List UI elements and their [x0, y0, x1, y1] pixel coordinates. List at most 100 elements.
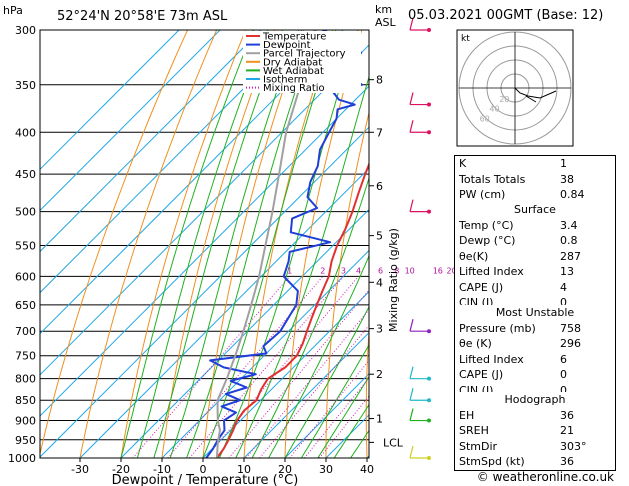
parcel-trajectory-series	[215, 30, 316, 458]
surface-value: 3.4	[560, 218, 578, 232]
dry-adiabat-line	[120, 30, 247, 458]
pressure-tick-label: 650	[15, 299, 36, 312]
mixing-ratio-label: 3	[341, 266, 346, 275]
mixing-ratio-line	[245, 308, 369, 458]
isotherm-line	[79, 167, 369, 458]
surface-row: Lifted Index 13	[455, 264, 615, 280]
unstable-title: Most Unstable	[495, 306, 575, 319]
mixing-ratio-label: 4	[356, 266, 361, 275]
km-tick-label: 2	[376, 368, 383, 381]
surface-value: 4	[560, 280, 567, 294]
km-tick-label: 5	[376, 230, 383, 243]
indices-panel: K 1 Totals Totals 38 PW (cm) 0.84	[454, 155, 616, 204]
wind-barb-flag	[409, 17, 414, 31]
unstable-panel: Most Unstable Pressure (mb) 758 θe (K) 296 L…	[454, 305, 616, 399]
wind-barb-flag	[409, 408, 414, 421]
mixing-ratio-label: 6	[378, 266, 383, 275]
wet-adiabat-line	[153, 30, 283, 458]
x-tick-label: -20	[112, 463, 130, 476]
wind-barb-dot	[427, 376, 431, 381]
dry-adiabat-line	[161, 30, 276, 458]
mixing-ratio-line	[289, 359, 369, 458]
wet-adiabat-line	[268, 254, 369, 458]
wind-barb-dot	[427, 28, 431, 32]
chart-date: 05.03.2021 00GMT (Base: 12)	[408, 8, 604, 23]
index-value: 0.84	[560, 188, 585, 201]
hodograph-ring-label: 20	[499, 95, 509, 104]
hodo-label: SREH	[459, 424, 489, 437]
surface-row: CAPE (J) 4	[455, 280, 615, 296]
pressure-tick-label: 450	[15, 168, 36, 181]
wind-barb-flag	[409, 445, 414, 459]
mixing-ratio-label: 2	[320, 266, 325, 275]
surface-value: 13	[560, 265, 574, 278]
hodo-label: EH	[459, 408, 475, 422]
hodo-label: StmDir	[459, 439, 498, 453]
wind-barb-dot	[427, 209, 431, 214]
pressure-tick-label: 900	[15, 415, 36, 428]
isotherm-line	[40, 30, 180, 171]
unstable-label: θe (K)	[459, 337, 492, 350]
surface-label: CAPE (J)	[459, 280, 504, 294]
isotherm-line	[243, 331, 369, 458]
pressure-tick-label: 400	[15, 126, 36, 139]
surface-panel: Surface Temp (°C) 3.4 Dewp (°C) 0.8 θe(K) 287…	[454, 202, 616, 312]
mixing-ratio-label: 1	[287, 266, 292, 275]
km-tick-label: 1	[376, 413, 383, 426]
pressure-tick-label: 550	[15, 239, 36, 252]
wet-adiabat-line	[235, 75, 369, 458]
unstable-value: 296	[560, 337, 581, 350]
wet-adiabat-line	[169, 30, 300, 458]
hodo-label: StmSpd (kt)	[459, 455, 525, 468]
index-row: Totals Totals 38	[455, 172, 615, 188]
surface-label: θe(K)	[459, 249, 489, 263]
hodo-row: StmSpd (kt) 36	[455, 454, 615, 470]
hodograph-ring-label: 40	[489, 105, 499, 114]
isotherm-line	[40, 85, 369, 417]
km-tick-label: 7	[376, 126, 383, 139]
surface-value: 0	[560, 296, 567, 309]
wet-adiabat-line	[333, 403, 369, 458]
surface-title: Surface	[514, 203, 556, 216]
wet-adiabat-line	[218, 30, 359, 458]
hodograph-stats-panel: Hodograph EH 36 SREH 21 StmDir 303° StmSpd (kt…	[454, 392, 616, 471]
mixing-ratio-line	[259, 324, 369, 458]
hodograph-storm-vector	[525, 95, 537, 103]
wet-adiabat-line	[300, 343, 369, 458]
wet-adiabat-line	[136, 30, 269, 458]
hodograph-unit: kt	[461, 34, 470, 44]
legend-label: Isotherm	[263, 75, 307, 86]
index-value: 38	[560, 172, 574, 186]
wet-adiabat-line	[251, 176, 369, 458]
surface-row: Dewp (°C) 0.8	[455, 233, 615, 249]
hodo-value: 303°	[560, 439, 587, 453]
dry-adiabat-line	[365, 323, 369, 458]
mixing-ratio-label: 8	[394, 266, 399, 275]
dry-adiabat-line	[202, 30, 305, 458]
unstable-row: θe (K) 296	[455, 336, 615, 352]
isotherm-line	[40, 126, 369, 458]
x-tick-label: -10	[153, 463, 171, 476]
isotherm-line	[40, 30, 262, 253]
km-tick-label: 8	[376, 74, 383, 87]
hodo-row: EH 36	[455, 408, 615, 424]
wet-adiabat-line	[120, 30, 254, 458]
wind-barb-dot	[427, 418, 431, 423]
unstable-row: CAPE (J) 0	[455, 367, 615, 383]
isotherm-line	[161, 249, 369, 458]
asl-unit: ASL	[375, 16, 397, 29]
wind-barb-flag	[409, 199, 414, 212]
x-tick-label: 40	[360, 463, 374, 476]
wind-barb-dot	[427, 398, 431, 403]
dewpoint-series	[205, 30, 364, 458]
unstable-value: 0	[560, 368, 567, 381]
x-tick-label: 0	[200, 463, 207, 476]
km-tick-label: 3	[376, 323, 383, 336]
lcl-label: LCL	[383, 436, 404, 449]
x-tick-label: -30	[71, 463, 89, 476]
hodograph-stats-title: Hodograph	[504, 393, 566, 406]
unstable-row: Lifted Index 6	[455, 352, 615, 368]
isotherm-line	[40, 30, 221, 212]
